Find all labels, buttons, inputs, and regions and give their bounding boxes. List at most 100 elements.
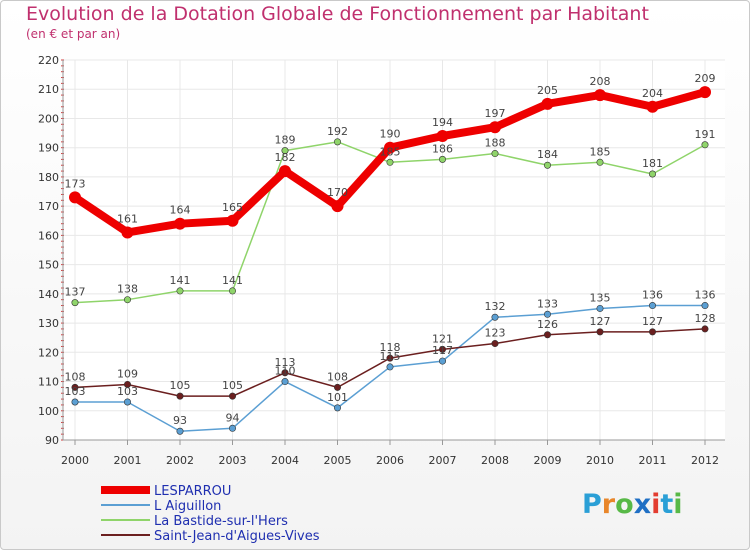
y-tick-label: 190 [38,142,59,155]
data-point [489,121,501,133]
y-tick-label: 160 [38,229,59,242]
x-tick-label: 2000 [61,454,89,467]
data-label: 189 [275,134,296,147]
y-tick-label: 90 [45,434,59,447]
data-label: 108 [65,370,86,383]
data-point [649,171,655,177]
line-chart: 9010011012013014015016017018019020021022… [0,0,750,550]
y-tick-label: 170 [38,200,59,213]
data-label: 103 [65,385,86,398]
y-tick-label: 100 [38,405,59,418]
data-point [279,165,291,177]
y-tick-label: 140 [38,288,59,301]
data-point [544,332,550,338]
data-label: 182 [275,151,296,164]
data-label: 194 [432,116,453,129]
data-label: 197 [485,107,506,120]
data-label: 136 [695,289,716,302]
data-point [69,191,81,203]
x-tick-label: 2011 [639,454,667,467]
data-label: 173 [65,177,86,190]
logo-letter: t [660,489,673,520]
data-point [332,200,344,212]
data-label: 127 [590,315,611,328]
data-point [387,159,393,165]
y-tick-label: 220 [38,54,59,67]
data-label: 205 [537,84,558,97]
proxiti-logo: Proxiti [582,489,683,520]
x-tick-label: 2012 [691,454,719,467]
x-tick-label: 2008 [481,454,509,467]
data-point [649,302,655,308]
data-point [334,384,340,390]
legend-label: Saint-Jean-d'Aigues-Vives [154,529,320,544]
data-label: 127 [642,315,663,328]
data-label: 103 [117,385,138,398]
data-point [597,329,603,335]
plot-area [63,60,725,440]
data-point [702,142,708,148]
data-label: 121 [432,332,453,345]
data-point [544,311,550,317]
data-point [647,101,659,113]
x-tick-label: 2009 [534,454,562,467]
data-point [702,326,708,332]
data-label: 184 [537,148,558,161]
data-point [72,399,78,405]
data-label: 133 [537,297,558,310]
data-point [334,139,340,145]
data-point [542,98,554,110]
data-label: 128 [695,312,716,325]
data-point [439,156,445,162]
y-tick-label: 210 [38,83,59,96]
data-point [177,393,183,399]
data-label: 204 [642,87,663,100]
data-label: 138 [117,283,138,296]
y-tick-label: 150 [38,259,59,272]
y-tick-label: 130 [38,317,59,330]
data-point [229,288,235,294]
data-label: 137 [65,286,86,299]
data-label: 161 [117,212,138,225]
data-point [702,302,708,308]
data-point [124,399,130,405]
data-point [544,162,550,168]
data-label: 185 [380,145,401,158]
logo-letter: o [615,489,634,520]
data-label: 117 [432,344,453,357]
x-tick-label: 2006 [376,454,404,467]
data-label: 105 [170,379,191,392]
x-tick-label: 2002 [166,454,194,467]
data-label: 190 [380,128,401,141]
y-tick-label: 180 [38,171,59,184]
data-label: 109 [117,367,138,380]
data-point [699,86,711,98]
logo-letter: i [651,489,660,520]
data-label: 141 [222,274,243,287]
data-label: 165 [222,201,243,214]
legend-label: La Bastide-sur-l'Hers [154,514,288,529]
data-point [492,340,498,346]
legend-label: LESPARROU [154,484,231,499]
data-point [594,89,606,101]
data-label: 208 [590,75,611,88]
logo-letter: P [582,489,602,520]
y-tick-label: 200 [38,112,59,125]
data-label: 93 [173,414,187,427]
data-label: 126 [537,318,558,331]
data-label: 191 [695,128,716,141]
logo-letter: i [673,489,682,520]
data-label: 164 [170,204,191,217]
y-tick-label: 110 [38,376,59,389]
data-point [227,215,239,227]
data-label: 94 [226,411,240,424]
x-tick-label: 2005 [324,454,352,467]
data-label: 170 [327,186,348,199]
data-point [282,378,288,384]
data-label: 135 [590,291,611,304]
data-point [492,314,498,320]
x-tick-label: 2007 [429,454,457,467]
data-point [387,364,393,370]
data-label: 181 [642,157,663,170]
